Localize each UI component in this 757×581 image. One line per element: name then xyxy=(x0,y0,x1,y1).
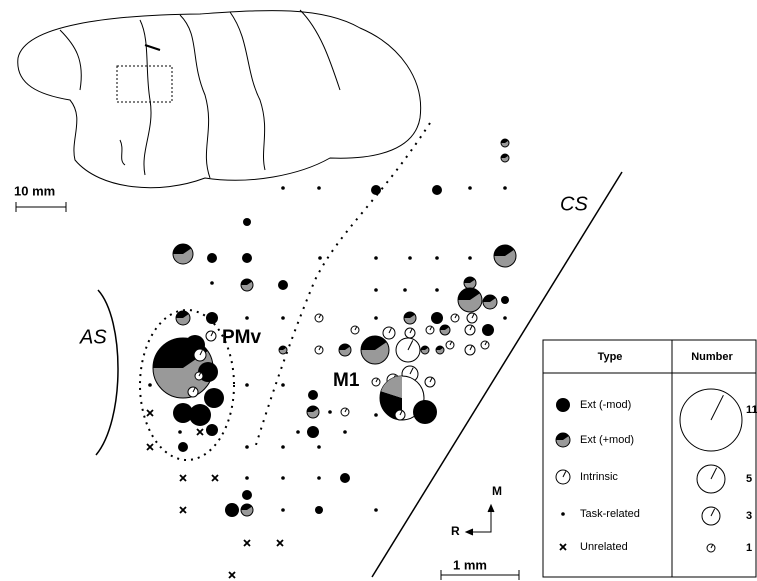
unrelated-mark xyxy=(180,475,186,481)
cs-label: CS xyxy=(560,193,588,215)
scale-bar xyxy=(16,202,66,212)
legend-type: Unrelated xyxy=(580,541,628,553)
legend-size: 3 xyxy=(746,510,752,522)
unrelated-mark xyxy=(244,540,250,546)
pmv-label: PMv xyxy=(222,327,262,348)
task-dot xyxy=(435,288,439,292)
ext-mod-neg xyxy=(501,296,509,304)
unrelated-mark xyxy=(180,507,186,513)
task-dot xyxy=(281,476,285,480)
legend-size: 1 xyxy=(746,542,752,554)
task-dot xyxy=(435,256,439,260)
task-dot xyxy=(343,430,347,434)
legend-size: 11 xyxy=(746,404,757,416)
task-dot xyxy=(403,288,407,292)
scale-label-small: 1 mm xyxy=(453,557,487,572)
brain-outline xyxy=(18,10,421,188)
task-dot xyxy=(317,476,321,480)
ext-mod-neg xyxy=(189,404,211,426)
ext-mod-neg xyxy=(371,185,381,195)
legend-header: Type xyxy=(598,351,623,363)
task-dot xyxy=(374,256,378,260)
task-dot xyxy=(178,430,182,434)
task-dot xyxy=(374,413,378,417)
ext-mod-neg xyxy=(243,218,251,226)
ext-mod-neg xyxy=(431,312,443,324)
ext-mod-neg xyxy=(207,253,217,263)
scale-label: 10 mm xyxy=(14,183,55,198)
ext-mod-neg xyxy=(204,388,224,408)
task-dot xyxy=(468,256,472,260)
task-dot xyxy=(281,316,285,320)
task-dot xyxy=(328,410,332,414)
ext-mod-neg xyxy=(556,398,570,412)
legend-box xyxy=(543,340,756,577)
task-dot xyxy=(245,476,249,480)
legend-type: Intrinsic xyxy=(580,471,618,483)
task-dot xyxy=(296,430,300,434)
ext-mod-neg xyxy=(432,185,442,195)
unrelated-mark xyxy=(147,410,153,416)
compass-m: M xyxy=(492,484,502,498)
unrelated-mark xyxy=(212,475,218,481)
task-dot xyxy=(408,256,412,260)
unrelated-mark xyxy=(277,540,283,546)
task-dot xyxy=(374,288,378,292)
ext-mod-neg xyxy=(206,424,218,436)
unrelated-mark xyxy=(197,429,203,435)
task-dot xyxy=(245,445,249,449)
ext-mod-neg xyxy=(315,506,323,514)
task-dot xyxy=(374,316,378,320)
compass-r: R xyxy=(451,524,460,538)
ext-mod-neg xyxy=(308,390,318,400)
ext-mod-neg xyxy=(242,490,252,500)
legend: Type Number Ext (-mod) Ext (+mod) Intrin… xyxy=(543,340,757,577)
compass xyxy=(466,505,494,535)
task-dot xyxy=(468,186,472,190)
as-label: AS xyxy=(79,326,107,348)
figure: 10 mm CS AS PMv M1 M R 1 mm Type Number … xyxy=(0,0,757,581)
unrelated-mark xyxy=(147,444,153,450)
ext-mod-neg xyxy=(178,442,188,452)
legend-type: Ext (-mod) xyxy=(580,399,631,411)
legend-size: 5 xyxy=(746,473,752,485)
task-dot xyxy=(281,186,285,190)
task-dot xyxy=(503,316,507,320)
task-dot xyxy=(374,508,378,512)
task-dot xyxy=(561,512,565,516)
task-dot xyxy=(245,383,249,387)
task-dot xyxy=(281,383,285,387)
ext-mod-neg xyxy=(242,253,252,263)
legend-type: Ext (+mod) xyxy=(580,434,634,446)
task-dot xyxy=(281,445,285,449)
ext-mod-neg xyxy=(307,426,319,438)
task-dot xyxy=(317,186,321,190)
task-dot xyxy=(318,256,322,260)
task-dot xyxy=(317,445,321,449)
arcuate-sulcus xyxy=(96,290,118,455)
task-dot xyxy=(503,186,507,190)
ext-mod-neg xyxy=(482,324,494,336)
task-dot xyxy=(148,383,152,387)
legend-header: Number xyxy=(691,351,733,363)
m1-label: M1 xyxy=(333,370,360,391)
ext-mod-neg xyxy=(278,280,288,290)
task-dot xyxy=(210,281,214,285)
task-dot xyxy=(245,316,249,320)
ext-mod-neg xyxy=(225,503,239,517)
task-dot xyxy=(281,508,285,512)
ext-mod-neg xyxy=(206,312,218,324)
ext-mod-neg xyxy=(413,400,437,424)
unrelated-mark xyxy=(229,572,235,578)
legend-type: Task-related xyxy=(580,508,640,520)
ext-mod-neg xyxy=(340,473,350,483)
